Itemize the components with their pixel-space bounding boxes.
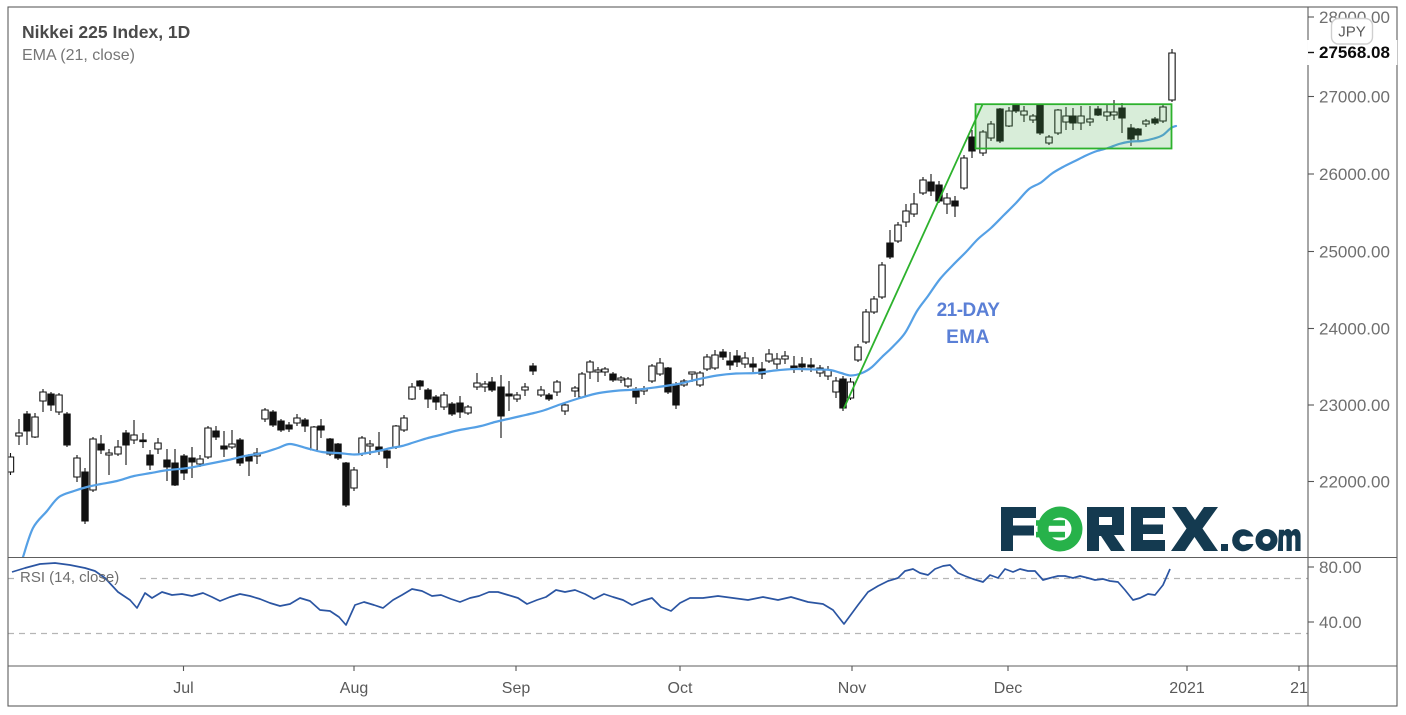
svg-text:Nov: Nov [838,680,866,697]
svg-text:Nikkei 225 Index, 1D: Nikkei 225 Index, 1D [22,22,190,42]
svg-text:21: 21 [1290,680,1308,697]
svg-text:24000.00: 24000.00 [1319,320,1390,339]
svg-text:EMA: EMA [946,327,990,348]
svg-text:Dec: Dec [994,680,1022,697]
svg-text:EMA (21, close): EMA (21, close) [22,47,135,64]
svg-text:RSI (14, close): RSI (14, close) [20,569,119,586]
svg-text:40.00: 40.00 [1319,613,1362,632]
svg-text:80.00: 80.00 [1319,558,1362,577]
svg-text:Aug: Aug [340,680,368,697]
svg-text:22000.00: 22000.00 [1319,473,1390,492]
svg-text:Jul: Jul [173,680,193,697]
svg-text:Oct: Oct [668,680,693,697]
svg-text:23000.00: 23000.00 [1319,396,1390,415]
svg-text:25000.00: 25000.00 [1319,243,1390,262]
svg-text:JPY: JPY [1338,24,1366,41]
svg-text:27000.00: 27000.00 [1319,88,1390,107]
svg-text:2021: 2021 [1169,680,1205,697]
svg-text:27568.08: 27568.08 [1319,43,1390,62]
svg-text:26000.00: 26000.00 [1319,165,1390,184]
svg-text:Sep: Sep [502,680,531,697]
svg-text:21-DAY: 21-DAY [937,300,1001,321]
